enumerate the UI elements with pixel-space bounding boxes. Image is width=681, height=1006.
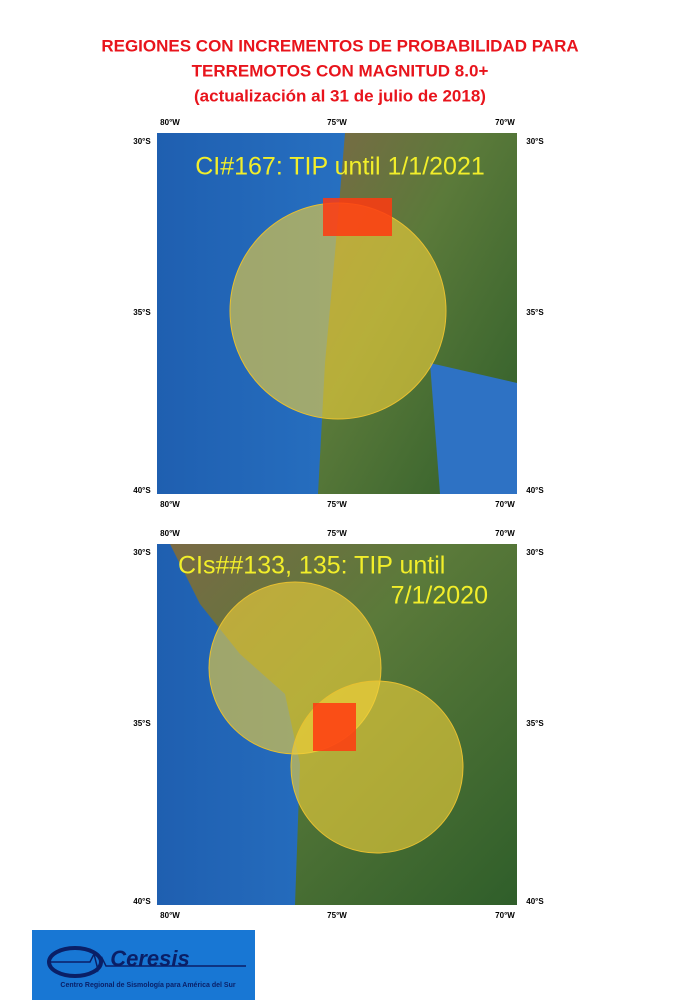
y-label: 40°S bbox=[526, 897, 544, 906]
y-label: 40°S bbox=[526, 486, 544, 495]
title-line: (actualización al 31 de julio de 2018) bbox=[194, 86, 486, 105]
x-label: 80°W bbox=[160, 118, 180, 127]
map-caption: CI#167: TIP until 1/1/2021 bbox=[195, 153, 485, 181]
x-label: 75°W bbox=[327, 500, 347, 509]
y-label: 30°S bbox=[526, 548, 544, 557]
y-label: 35°S bbox=[133, 719, 151, 728]
x-label: 70°W bbox=[495, 911, 515, 920]
y-label: 30°S bbox=[133, 548, 151, 557]
y-label: 35°S bbox=[133, 308, 151, 317]
x-label: 75°W bbox=[327, 911, 347, 920]
alarm-area bbox=[313, 703, 356, 751]
x-label: 75°W bbox=[327, 118, 347, 127]
x-label: 80°W bbox=[160, 500, 180, 509]
logo: Ceresis Centro Regional de Sismología pa… bbox=[32, 930, 255, 1000]
x-label: 70°W bbox=[495, 529, 515, 538]
logo-name: Ceresis bbox=[110, 946, 190, 971]
x-label: 70°W bbox=[495, 118, 515, 127]
y-label: 40°S bbox=[133, 486, 151, 495]
map-caption: CIs##133, 135: TIP until bbox=[178, 552, 445, 580]
x-label: 80°W bbox=[160, 529, 180, 538]
x-label: 75°W bbox=[327, 529, 347, 538]
x-label: 80°W bbox=[160, 911, 180, 920]
y-label: 35°S bbox=[526, 719, 544, 728]
logo-wave bbox=[48, 951, 246, 973]
x-label: 70°W bbox=[495, 500, 515, 509]
logo-subtitle: Centro Regional de Sismología para Améri… bbox=[60, 982, 235, 989]
y-label: 30°S bbox=[133, 137, 151, 146]
map: CI#167: TIP until 1/1/2021 80°W 80°W 75°W 75… bbox=[133, 118, 544, 509]
land bbox=[430, 363, 517, 494]
alarm-area bbox=[323, 198, 392, 236]
title-line: TERREMOTOS CON MAGNITUD 8.0+ bbox=[192, 61, 489, 80]
logo-box bbox=[32, 930, 255, 1000]
map-caption: 7/1/2020 bbox=[391, 582, 488, 610]
y-label: 35°S bbox=[526, 308, 544, 317]
y-label: 30°S bbox=[526, 137, 544, 146]
title-line: REGIONES CON INCREMENTOS DE PROBABILIDAD… bbox=[101, 36, 578, 55]
y-label: 40°S bbox=[133, 897, 151, 906]
